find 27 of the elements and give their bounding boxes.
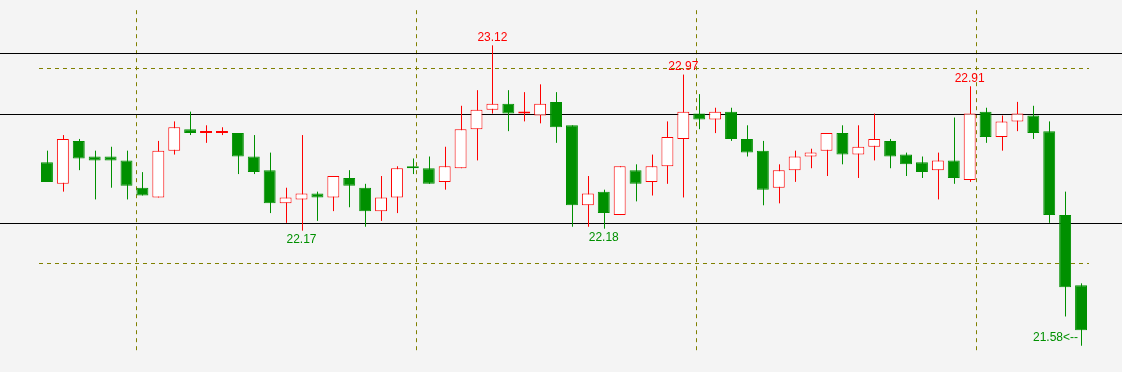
candlestick xyxy=(788,150,801,183)
annotation: 22.18 xyxy=(588,230,620,245)
candlestick xyxy=(343,169,356,208)
annotation: 22.91 xyxy=(954,70,986,85)
annotation: 22.97 xyxy=(668,58,699,73)
candlestick xyxy=(168,120,181,156)
candlestick xyxy=(486,44,499,115)
annotation: 21.58<-- xyxy=(1033,329,1079,344)
candlestick xyxy=(327,175,340,212)
annotation: 23.12 xyxy=(477,29,508,44)
candlestick xyxy=(502,89,515,132)
candlestick xyxy=(852,124,865,179)
candlestick xyxy=(231,132,244,175)
candlestick xyxy=(836,124,849,165)
candlestick xyxy=(550,91,563,144)
candlestick xyxy=(534,83,547,124)
candlestick xyxy=(359,183,372,228)
candlestick xyxy=(184,111,197,136)
candlestick xyxy=(120,150,133,200)
candlestick xyxy=(597,189,610,230)
candlestick xyxy=(868,113,881,161)
candlestick xyxy=(931,152,944,200)
candlestick xyxy=(581,175,594,228)
candlestick xyxy=(279,187,292,224)
candlestick xyxy=(804,148,817,169)
candlestick xyxy=(979,107,992,144)
annotation: 22.17 xyxy=(286,231,317,246)
